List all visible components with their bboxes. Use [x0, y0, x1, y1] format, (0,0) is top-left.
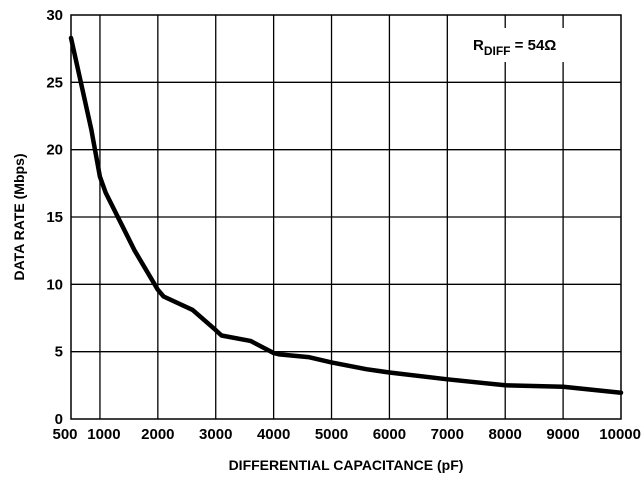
x-tick-label: 5000: [315, 426, 348, 443]
y-tick-label: 25: [46, 74, 63, 91]
x-tick-label: 10000: [599, 426, 641, 443]
y-tick-label: 20: [46, 142, 63, 159]
x-tick-label: 8000: [489, 426, 522, 443]
annotation-subscript: DIFF: [484, 44, 511, 58]
x-tick-label: 6000: [373, 426, 406, 443]
data-rate-curve: [68, 35, 624, 395]
annotation-box: [462, 28, 602, 62]
y-tick-label: 10: [46, 276, 63, 293]
x-tick-labels: 500 1000 2000 3000 4000 5000 6000 7000 8000 9000 1…: [52, 426, 641, 443]
x-axis-title: DIFFERENTIAL CAPACITANCE (pF): [229, 457, 464, 473]
x-tick-label: 1000: [87, 426, 120, 443]
y-tick-label: 30: [46, 7, 63, 24]
y-tick-label: 0: [55, 411, 63, 428]
annotation-value: = 54Ω: [511, 37, 557, 54]
plot-frame: [70, 14, 622, 420]
y-tick-label: 5: [55, 344, 63, 361]
rdiff-annotation: RDIFF = 54Ω: [473, 37, 556, 58]
x-tick-label: 4000: [257, 426, 290, 443]
y-tick-labels: 0 5 10 15 20 25 30: [46, 7, 63, 428]
y-axis-title: DATA RATE (Mbps): [11, 153, 27, 280]
y-tick-label: 15: [46, 209, 63, 226]
annotation-main: R: [473, 37, 484, 54]
x-tick-label: 3000: [199, 426, 232, 443]
x-tick-label: 2000: [141, 426, 174, 443]
grid: [71, 15, 621, 419]
x-tick-label: 500: [52, 426, 77, 443]
x-tick-label: 7000: [431, 426, 464, 443]
x-tick-label: 9000: [546, 426, 579, 443]
